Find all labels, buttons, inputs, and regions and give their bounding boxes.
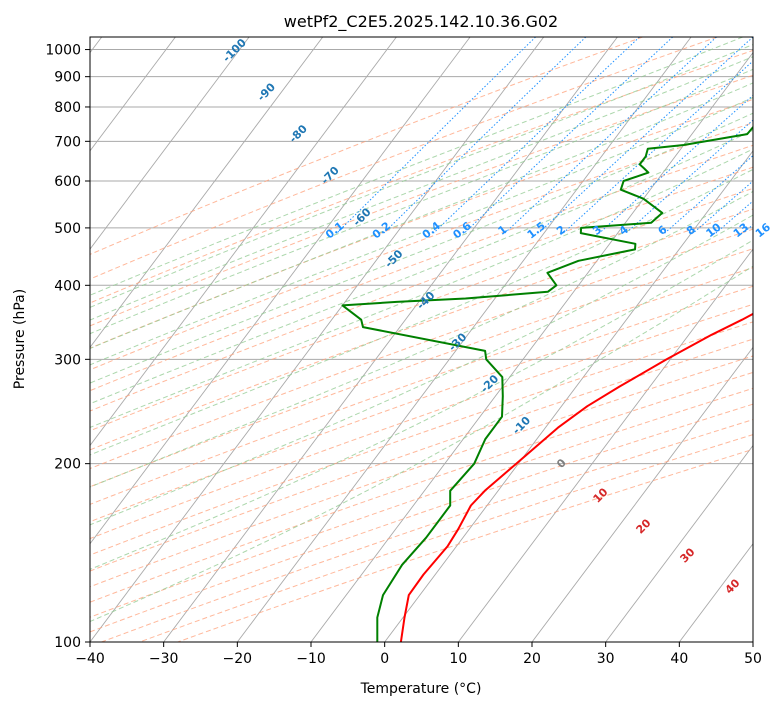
- isotherm-line: [605, 444, 753, 642]
- isotherm-line: [90, 37, 397, 447]
- x-tick-label: 30: [597, 651, 615, 667]
- isotherm-line: [90, 37, 324, 349]
- x-tick-label: −40: [75, 651, 105, 667]
- y-tick-label: 300: [54, 352, 81, 368]
- x-tick-label: 20: [523, 651, 541, 667]
- dry-adiabat-line: [90, 144, 753, 392]
- dry-adiabat-line: [90, 187, 753, 432]
- y-tick-label: 900: [54, 70, 81, 86]
- background-lines: [90, 37, 753, 642]
- dry-adiabat-line: [139, 434, 753, 642]
- dewpoint-profile: [341, 126, 753, 642]
- moist-adiabat-line: [90, 239, 753, 570]
- dry-adiabat-line: [90, 387, 753, 618]
- moist-adiabat-line: [90, 168, 753, 456]
- moist-adiabat-line: [90, 68, 753, 335]
- y-tick-label: 400: [54, 278, 81, 294]
- isotherm-line: [384, 150, 753, 642]
- temperature-profile: [399, 312, 753, 642]
- isotherm-line: [310, 51, 753, 642]
- x-axis: −40 −30 −20 −10 0 10 20 30 40 50: [75, 642, 762, 667]
- dry-adiabat-line: [90, 74, 753, 327]
- isotherm-line: [90, 37, 545, 642]
- mixing-ratio-line: [463, 37, 674, 234]
- moist-adiabat-line: [90, 37, 743, 296]
- x-axis-label: Temperature (°C): [360, 681, 482, 697]
- dry-adiabat-line: [177, 448, 753, 642]
- x-tick-label: −10: [296, 651, 326, 667]
- y-tick-label: 700: [54, 134, 81, 150]
- mixing-ratio-line: [383, 37, 587, 234]
- isotherm-line: [90, 37, 471, 545]
- dry-adiabat-line: [90, 122, 753, 371]
- moist-adiabat-line: [90, 190, 753, 488]
- x-tick-label: 0: [380, 651, 389, 667]
- x-tick-label: 10: [449, 651, 467, 667]
- isotherm-line: [457, 248, 753, 642]
- moist-adiabat-line: [90, 148, 753, 428]
- moist-adiabat-line: [90, 265, 753, 623]
- isotherm-line: [90, 37, 176, 152]
- y-tick-label: 600: [54, 174, 81, 190]
- y-tick-label: 1000: [45, 43, 81, 59]
- dry-adiabat-line: [101, 419, 753, 642]
- x-tick-label: 40: [670, 651, 688, 667]
- y-axis: 1000 900 800 700 600 500 400 300 200 100: [45, 43, 90, 651]
- isotherm-line: [90, 37, 250, 250]
- mixing-ratio-line: [599, 94, 753, 234]
- profile-lines: [341, 126, 753, 642]
- dry-adiabat-line: [90, 285, 753, 523]
- dry-adiabat-line: [90, 338, 753, 572]
- plot-frame: [89, 36, 754, 643]
- x-tick-label: 50: [744, 651, 762, 667]
- isotherm-line: [163, 37, 618, 642]
- moist-adiabat-line: [90, 56, 753, 321]
- mixing-ratio-line: [336, 37, 536, 234]
- y-tick-label: 200: [54, 457, 81, 473]
- x-tick-label: −30: [149, 651, 179, 667]
- x-tick-label: −20: [223, 651, 253, 667]
- mixing-ratio-line: [538, 37, 753, 234]
- moist-adiabat-line: [90, 214, 753, 526]
- isotherm-line: [531, 346, 753, 642]
- moist-adiabat-line: [90, 129, 753, 405]
- y-tick-label: 500: [54, 221, 81, 237]
- y-axis-label: Pressure (hPa): [12, 289, 28, 389]
- dry-adiabat-line: [90, 403, 753, 633]
- moist-adiabat-line: [90, 82, 753, 350]
- moist-adiabat-line: [90, 112, 753, 384]
- dry-adiabat-line: [90, 248, 753, 488]
- isotherm-line: [236, 37, 692, 642]
- dry-adiabat-line: [90, 321, 753, 556]
- chart-title: wetPf2_C2E5.2025.142.10.36.G02: [284, 12, 558, 32]
- y-tick-label: 100: [54, 635, 81, 651]
- dry-adiabat-line: [90, 166, 753, 412]
- mixing-ratio-line: [664, 154, 753, 234]
- moist-adiabat-line: [90, 44, 753, 308]
- y-tick-label: 800: [54, 100, 81, 116]
- mixing-ratio-line: [504, 37, 717, 234]
